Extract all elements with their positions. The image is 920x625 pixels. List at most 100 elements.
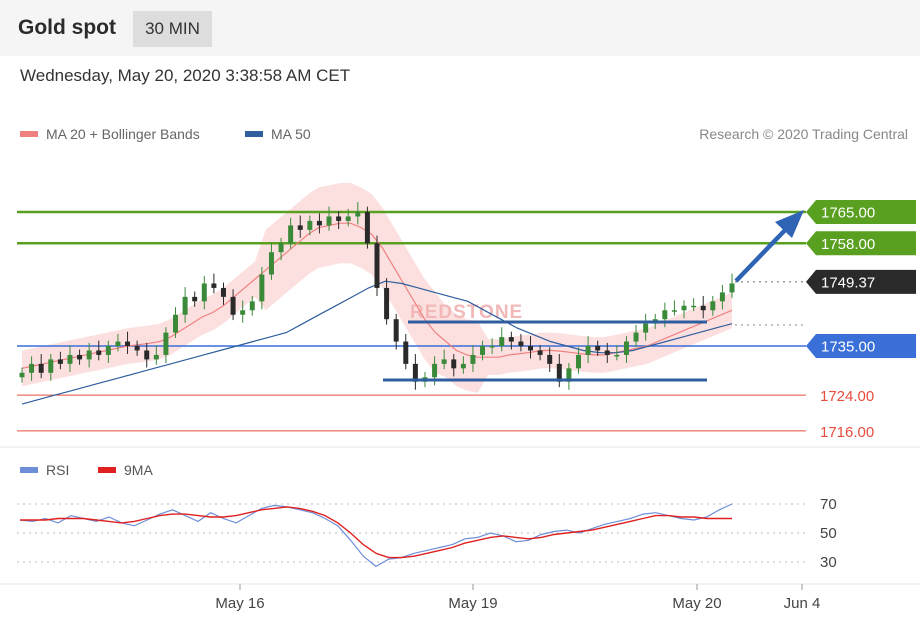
- candle-body-57: [566, 368, 572, 382]
- candle-body-6: [77, 354, 83, 360]
- rsi-line: [19, 503, 733, 568]
- rsi-swatch: [20, 467, 38, 473]
- candle-body-68: [671, 310, 677, 312]
- candle-body-64: [633, 332, 639, 342]
- level-label-1749.37-flag: [806, 269, 916, 294]
- rsi-9ma-swatch: [98, 467, 116, 473]
- research-credit: Research © 2020 Trading Central: [699, 126, 908, 142]
- rsi-9ma-line: [20, 506, 732, 559]
- candle-body-61: [604, 350, 610, 355]
- candle-body-18: [192, 296, 198, 302]
- candle-body-19: [201, 283, 207, 302]
- candle-body-28: [288, 225, 294, 244]
- candle-body-44: [441, 359, 447, 364]
- ma20-swatch: [20, 131, 38, 137]
- candle-body-43: [432, 363, 438, 378]
- candle-body-39: [393, 319, 399, 342]
- candle-body-72: [710, 301, 716, 311]
- candle-body-69: [681, 305, 687, 311]
- candle-body-62: [614, 354, 620, 357]
- level-label-1758: 1758.00: [821, 236, 875, 253]
- candle-body-30: [307, 220, 313, 230]
- candle-body-31: [316, 220, 322, 226]
- candle-body-41: [412, 363, 418, 382]
- ma20-label: MA 20 + Bollinger Bands: [46, 126, 200, 142]
- candle-body-9: [105, 346, 111, 355]
- candle-body-67: [662, 310, 668, 320]
- instrument-title: Gold spot: [18, 16, 116, 39]
- candle-body-36: [364, 212, 370, 244]
- candle-body-35: [355, 212, 361, 217]
- candle-body-32: [326, 216, 332, 226]
- legend-rsi: RSI: [20, 462, 69, 478]
- candle-body-60: [595, 346, 601, 351]
- x-tick-label-1: May 19: [448, 595, 497, 612]
- candle-body-48: [480, 346, 486, 355]
- rsi-label: RSI: [46, 462, 70, 478]
- bollinger-band: [22, 182, 732, 393]
- candle-body-52: [518, 341, 524, 346]
- candle-body-5: [67, 354, 73, 364]
- level-label-1765-flag: [806, 200, 916, 224]
- candle-body-2: [38, 363, 44, 373]
- candle-body-0: [19, 372, 25, 378]
- candle-body-10: [115, 341, 121, 346]
- datetime-label: Wednesday, May 20, 2020 3:38:58 AM CET: [20, 66, 351, 85]
- x-tick-label-0: May 16: [215, 595, 264, 612]
- candle-body-17: [182, 296, 188, 315]
- level-label-1735: 1735.00: [821, 339, 875, 356]
- level-label-1758-flag: [806, 231, 916, 256]
- candle-body-7: [86, 350, 92, 360]
- rsi-tick-70: 70: [820, 496, 837, 513]
- legend-ma50: MA 50: [245, 126, 311, 142]
- candle-body-63: [623, 341, 629, 355]
- level-label-1765: 1765.00: [821, 205, 875, 222]
- candle-body-8: [96, 350, 102, 355]
- candle-body-65: [643, 323, 649, 333]
- candle-body-51: [508, 337, 514, 342]
- rsi-9ma-label: 9MA: [124, 462, 153, 478]
- candle-body-40: [403, 341, 409, 364]
- candle-body-16: [173, 314, 179, 333]
- level-label-1724: 1724.00: [820, 388, 874, 405]
- candle-body-33: [336, 216, 342, 221]
- header-bar: Gold spot 30 MIN: [0, 0, 920, 56]
- level-label-1735-flag: [806, 334, 916, 358]
- candle-body-4: [57, 359, 63, 364]
- candle-body-14: [153, 354, 159, 360]
- candle-body-50: [499, 337, 505, 346]
- candle-body-27: [278, 243, 284, 253]
- candle-body-21: [220, 287, 226, 297]
- candle-body-22: [230, 296, 236, 315]
- candle-body-55: [547, 354, 553, 364]
- candle-body-11: [125, 341, 131, 346]
- candle-body-54: [537, 350, 543, 355]
- legend-ma20: MA 20 + Bollinger Bands: [20, 126, 200, 142]
- candle-body-56: [556, 363, 562, 382]
- candle-body-12: [134, 346, 140, 351]
- level-label-1749.37: 1749.37: [821, 274, 875, 291]
- candle-body-26: [268, 252, 274, 275]
- ma50-swatch: [245, 131, 263, 137]
- candle-body-20: [211, 283, 217, 288]
- candle-body-37: [374, 243, 380, 288]
- legend-rsi-9ma: 9MA: [98, 462, 153, 478]
- interval-badge[interactable]: 30 MIN: [133, 11, 212, 47]
- forecast-arrow-shaft: [734, 223, 792, 283]
- candle-body-46: [460, 363, 466, 369]
- candle-body-71: [700, 305, 706, 311]
- candle-body-45: [451, 359, 457, 369]
- rsi-tick-50: 50: [820, 525, 837, 542]
- candle-body-25: [259, 274, 265, 302]
- candle-body-29: [297, 225, 303, 230]
- x-tick-label-3: Jun 4: [784, 595, 821, 612]
- candle-body-49: [489, 346, 495, 348]
- candle-body-1: [29, 363, 35, 373]
- candle-body-70: [691, 305, 697, 308]
- candle-body-23: [240, 310, 246, 315]
- candle-body-47: [470, 354, 476, 364]
- x-tick-label-2: May 20: [672, 595, 721, 612]
- candle-body-59: [585, 346, 591, 355]
- candle-body-53: [528, 346, 534, 351]
